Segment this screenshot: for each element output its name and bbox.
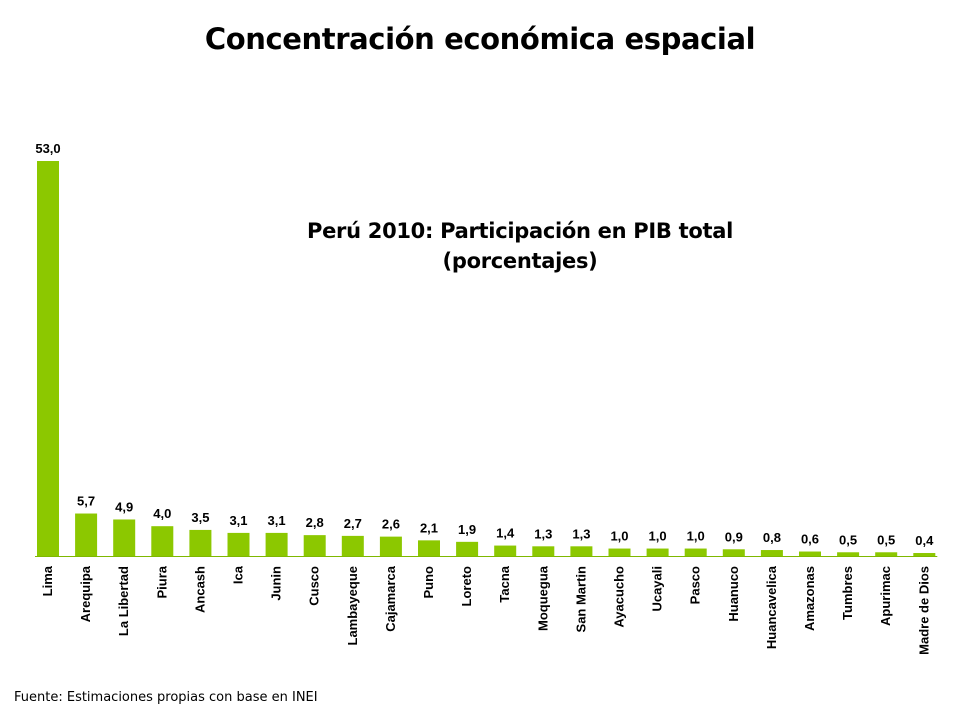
bar-value-label: 1,0: [687, 529, 705, 544]
category-tick-label: Puno: [421, 566, 436, 599]
bar: [37, 161, 59, 556]
bar-value-label: 4,9: [115, 499, 133, 514]
bar: [379, 536, 402, 556]
bar-value-label: 1,9: [458, 522, 476, 537]
bar: [227, 532, 250, 556]
bar-value-label: 2,1: [420, 520, 438, 535]
bar-value-label: 0,6: [801, 532, 819, 547]
category-tick-label: Arequipa: [78, 565, 93, 622]
bar: [570, 546, 593, 556]
category-tick-label: Ica: [231, 565, 246, 584]
chart-title: Perú 2010: Participación en PIB total (p…: [270, 216, 770, 276]
bar-value-label: 53,0: [35, 141, 60, 156]
bar: [684, 548, 707, 556]
bar: [913, 553, 936, 556]
source-note: Fuente: Estimaciones propias con base en…: [14, 690, 318, 705]
category-tick-label: Ucayali: [650, 566, 665, 612]
bar-value-label: 5,7: [77, 494, 95, 509]
bar: [113, 519, 136, 556]
bar-value-label: 0,5: [877, 532, 895, 547]
bar: [837, 552, 860, 556]
bar: [799, 551, 821, 556]
bar-value-label: 3,1: [268, 513, 286, 528]
category-tick-label: Moquegua: [535, 565, 550, 631]
category-tick-label: Loreto: [459, 566, 474, 607]
category-tick-label: Piura: [154, 565, 169, 598]
chart-title-main: Perú 2010: Participación en PIB total: [307, 219, 733, 243]
category-tick-label: San Martin: [573, 566, 588, 633]
bar-value-label: 3,1: [229, 513, 247, 528]
category-tick-label: Apurimac: [878, 566, 893, 626]
category-tick-label: Amazonas: [802, 566, 817, 631]
category-tick-label: Tumbres: [840, 566, 855, 620]
bar-value-label: 2,7: [344, 516, 362, 531]
bar: [646, 548, 669, 556]
bar-value-label: 0,9: [725, 529, 743, 544]
bar: [456, 541, 479, 556]
category-tick-label: Junin: [269, 566, 284, 601]
bar: [494, 545, 517, 556]
slide-title: Concentración económica espacial: [204, 22, 756, 56]
bar-value-label: 1,3: [572, 526, 590, 541]
bar: [875, 552, 898, 556]
bar-value-label: 1,3: [534, 526, 552, 541]
bar: [265, 532, 288, 556]
category-tick-label: Cajamarca: [383, 565, 398, 632]
bar-value-label: 1,4: [496, 526, 515, 541]
bar: [341, 535, 364, 556]
bar: [532, 546, 555, 556]
bar: [608, 548, 631, 556]
bar-value-label: 4,0: [153, 506, 171, 521]
category-tick-label: Huanuco: [726, 566, 741, 622]
bar: [303, 535, 326, 556]
bar-value-label: 2,6: [382, 517, 400, 532]
bar: [189, 529, 212, 556]
category-tick-label: Huancavelica: [764, 565, 779, 649]
bar: [75, 513, 98, 556]
category-tick-label: Cusco: [307, 566, 322, 606]
bar-value-label: 0,5: [839, 532, 857, 547]
bar-value-label: 0,8: [763, 530, 781, 545]
bar: [418, 540, 440, 556]
category-tick-label: Lambayeque: [345, 566, 360, 645]
bar: [151, 526, 174, 556]
category-tick-label: Pasco: [688, 566, 703, 604]
category-tick-label: Lima: [40, 565, 55, 596]
category-tick-label: Ancash: [192, 566, 207, 613]
bar-value-label: 1,0: [649, 529, 667, 544]
bar-value-label: 3,5: [191, 510, 209, 525]
category-tick-label: Madre de Dios: [916, 566, 931, 655]
chart-subtitle: (porcentajes): [442, 249, 598, 273]
category-tick-label: Tacna: [497, 565, 512, 602]
bar-value-label: 0,4: [915, 533, 934, 548]
bar: [760, 550, 783, 556]
bar: [722, 549, 745, 556]
category-tick-label: La Libertad: [116, 566, 131, 636]
bar-value-label: 1,0: [610, 529, 628, 544]
bar-value-label: 2,8: [306, 515, 324, 530]
category-tick-label: Ayacucho: [612, 566, 627, 628]
